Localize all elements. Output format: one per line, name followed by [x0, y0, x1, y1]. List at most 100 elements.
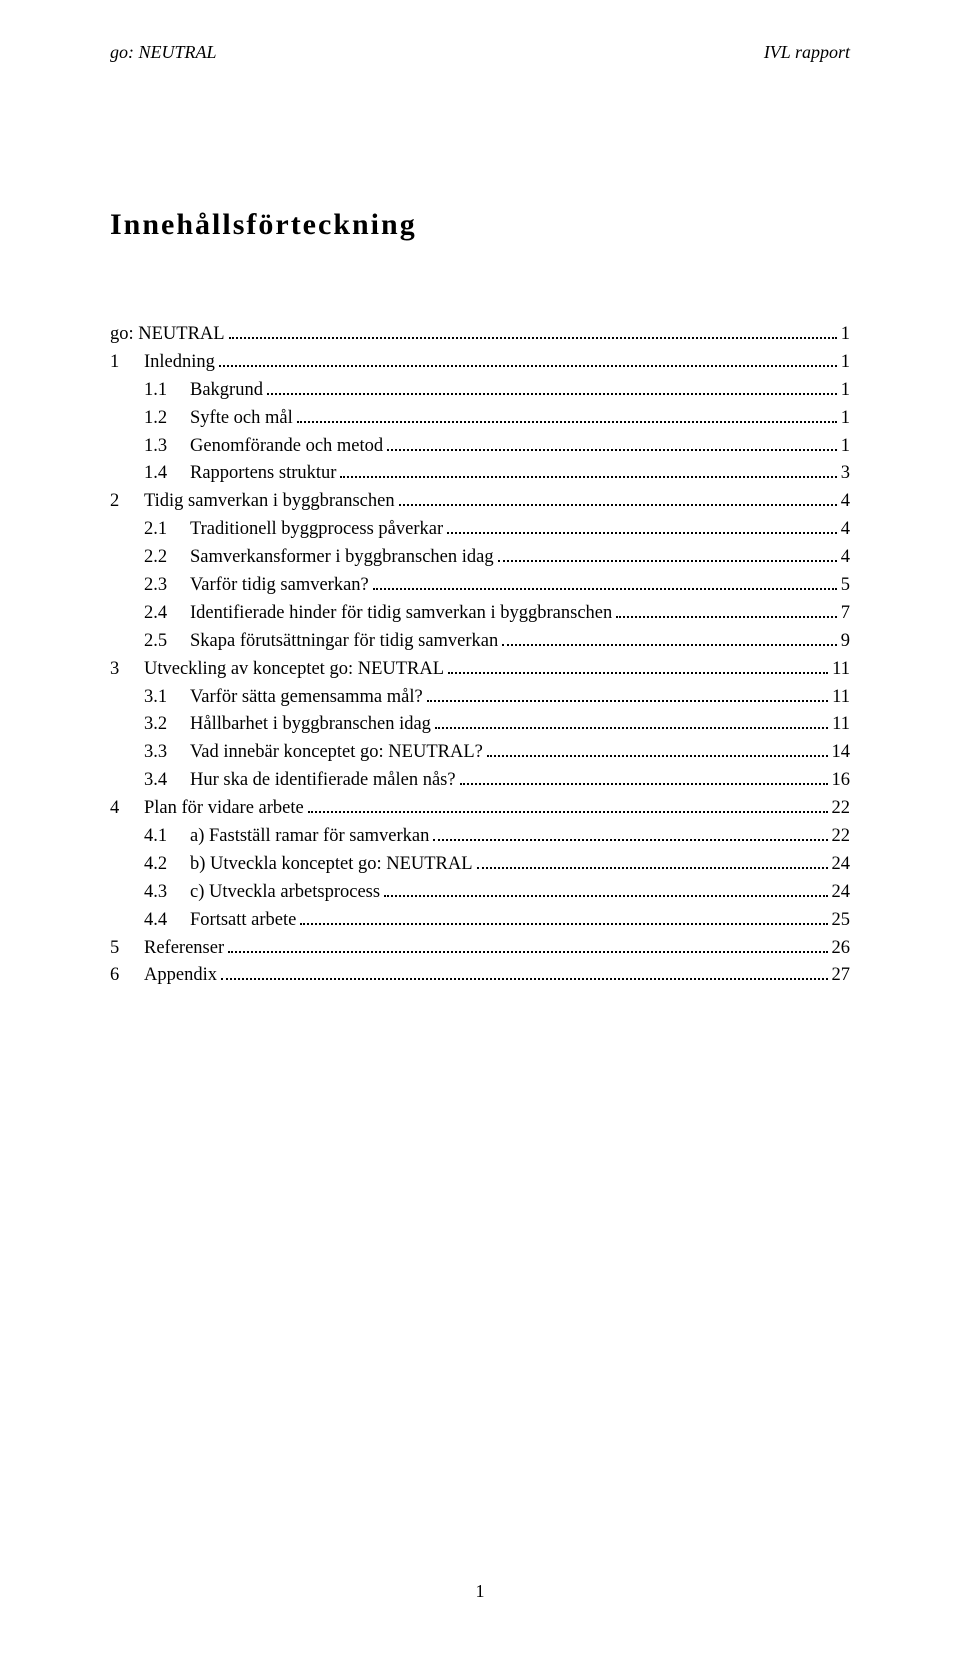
toc-leader-dots	[502, 629, 837, 646]
toc-entry-label: Bakgrund	[190, 378, 263, 404]
toc-entry-number: 6	[110, 963, 144, 989]
toc-entry: 1Inledning1	[110, 350, 850, 376]
toc-entry-label: Varför sätta gemensamma mål?	[190, 685, 423, 711]
toc-entry-label: Samverkansformer i byggbranschen idag	[190, 545, 494, 571]
toc-leader-dots	[219, 350, 837, 367]
toc-entry: 1.3Genomförande och metod 1	[110, 434, 850, 460]
toc-entry: 1.2Syfte och mål 1	[110, 406, 850, 432]
toc-entry-page: 1	[841, 406, 850, 432]
running-header-right: IVL rapport	[764, 42, 850, 63]
toc-entry-label: c) Utveckla arbetsprocess	[190, 880, 380, 906]
toc-leader-dots	[399, 490, 837, 507]
toc-entry-number: 2.5	[144, 629, 190, 655]
toc-entry: 3.3Vad innebär konceptet go: NEUTRAL? 14	[110, 740, 850, 766]
toc-entry-page: 22	[832, 824, 851, 850]
toc-leader-dots	[373, 573, 837, 590]
toc-entry-page: 9	[841, 629, 850, 655]
toc-leader-dots	[477, 852, 828, 869]
toc-entry-label: Hållbarhet i byggbranschen idag	[190, 712, 431, 738]
toc-entry-page: 25	[832, 908, 851, 934]
toc-entry-page: 1	[841, 378, 850, 404]
toc-leader-dots	[387, 434, 837, 451]
toc-leader-dots	[229, 322, 837, 339]
toc-entry-page: 24	[832, 880, 851, 906]
running-header-left: go: NEUTRAL	[110, 42, 217, 63]
toc-entry-number: 1.1	[144, 378, 190, 404]
toc-entry: 5Referenser 26	[110, 936, 850, 962]
toc-entry-page: 16	[832, 768, 851, 794]
toc-entry-page: 14	[832, 740, 851, 766]
toc-entry: 3.2Hållbarhet i byggbranschen idag11	[110, 712, 850, 738]
toc-entry: 3Utveckling av konceptet go: NEUTRAL11	[110, 657, 850, 683]
toc-entry-label: Traditionell byggprocess påverkar	[190, 517, 443, 543]
toc-entry-page: 5	[841, 573, 850, 599]
toc-leader-dots	[308, 797, 828, 814]
toc-entry-number: 4.3	[144, 880, 190, 906]
toc-entry-page: 26	[832, 936, 851, 962]
page-number: 1	[0, 1581, 960, 1602]
toc-entry-number: 2.1	[144, 517, 190, 543]
toc-entry-label: Vad innebär konceptet go: NEUTRAL?	[190, 740, 483, 766]
toc-entry-page: 4	[841, 517, 850, 543]
toc-entry: go: NEUTRAL1	[110, 322, 850, 348]
page-title: Innehållsförteckning	[110, 208, 850, 242]
toc-entry-page: 7	[841, 601, 850, 627]
toc-entry-label: Varför tidig samverkan?	[190, 573, 369, 599]
table-of-contents: go: NEUTRAL11Inledning11.1Bakgrund11.2Sy…	[110, 322, 850, 989]
toc-entry: 6Appendix 27	[110, 963, 850, 989]
toc-entry-number: 4.1	[144, 824, 190, 850]
toc-entry-label: Genomförande och metod	[190, 434, 383, 460]
toc-entry-number: 3.4	[144, 768, 190, 794]
toc-entry-label: Inledning	[144, 350, 215, 376]
toc-entry-label: Identifierade hinder för tidig samverkan…	[190, 601, 612, 627]
toc-entry-label: Skapa förutsättningar för tidig samverka…	[190, 629, 498, 655]
toc-leader-dots	[221, 964, 828, 981]
toc-entry-page: 4	[841, 545, 850, 571]
toc-entry-page: 1	[841, 434, 850, 460]
toc-entry-label: Fortsatt arbete	[190, 908, 296, 934]
toc-entry: 2.4Identifierade hinder för tidig samver…	[110, 601, 850, 627]
toc-entry: 4Plan för vidare arbete 22	[110, 796, 850, 822]
toc-entry-number: 3.1	[144, 685, 190, 711]
toc-entry-label: Plan för vidare arbete	[144, 796, 304, 822]
toc-leader-dots	[340, 462, 836, 479]
toc-entry-number: 1.3	[144, 434, 190, 460]
toc-entry-page: 22	[832, 796, 851, 822]
toc-entry-label: Utveckling av konceptet go: NEUTRAL	[144, 657, 444, 683]
toc-entry: 2.1Traditionell byggprocess påverkar 4	[110, 517, 850, 543]
toc-entry-page: 4	[841, 489, 850, 515]
toc-entry-page: 11	[832, 685, 850, 711]
toc-entry-number: 3.3	[144, 740, 190, 766]
toc-entry-number: 1	[110, 350, 144, 376]
toc-leader-dots	[435, 713, 828, 730]
toc-leader-dots	[498, 545, 837, 562]
toc-entry-number: 4.2	[144, 852, 190, 878]
toc-entry-label: Referenser	[144, 936, 224, 962]
toc-entry-number: 4.4	[144, 908, 190, 934]
toc-entry-number: 1.2	[144, 406, 190, 432]
toc-entry-label: Hur ska de identifierade målen nås?	[190, 768, 456, 794]
toc-entry-number: 2	[110, 489, 144, 515]
toc-entry-number: 1.4	[144, 461, 190, 487]
toc-entry-number: 5	[110, 936, 144, 962]
toc-entry-number: 4	[110, 796, 144, 822]
toc-entry: 2Tidig samverkan i byggbranschen 4	[110, 489, 850, 515]
toc-leader-dots	[267, 378, 837, 395]
toc-entry-page: 1	[841, 350, 850, 376]
toc-entry-label: Appendix	[144, 963, 217, 989]
toc-entry-page: 24	[832, 852, 851, 878]
toc-leader-dots	[300, 908, 827, 925]
toc-entry-page: 1	[841, 322, 850, 348]
toc-entry-label: b) Utveckla konceptet go: NEUTRAL	[190, 852, 473, 878]
toc-entry-label: Syfte och mål	[190, 406, 293, 432]
toc-leader-dots	[460, 769, 828, 786]
toc-entry: 4.3c) Utveckla arbetsprocess 24	[110, 880, 850, 906]
toc-entry: 4.2b) Utveckla konceptet go: NEUTRAL 24	[110, 852, 850, 878]
toc-entry-label: Tidig samverkan i byggbranschen	[144, 489, 395, 515]
toc-entry: 4.1a) Fastställ ramar för samverkan22	[110, 824, 850, 850]
toc-entry-page: 27	[832, 963, 851, 989]
toc-entry-number: 3	[110, 657, 144, 683]
toc-entry-number: 3.2	[144, 712, 190, 738]
toc-entry: 1.1Bakgrund 1	[110, 378, 850, 404]
toc-entry-page: 3	[841, 461, 850, 487]
